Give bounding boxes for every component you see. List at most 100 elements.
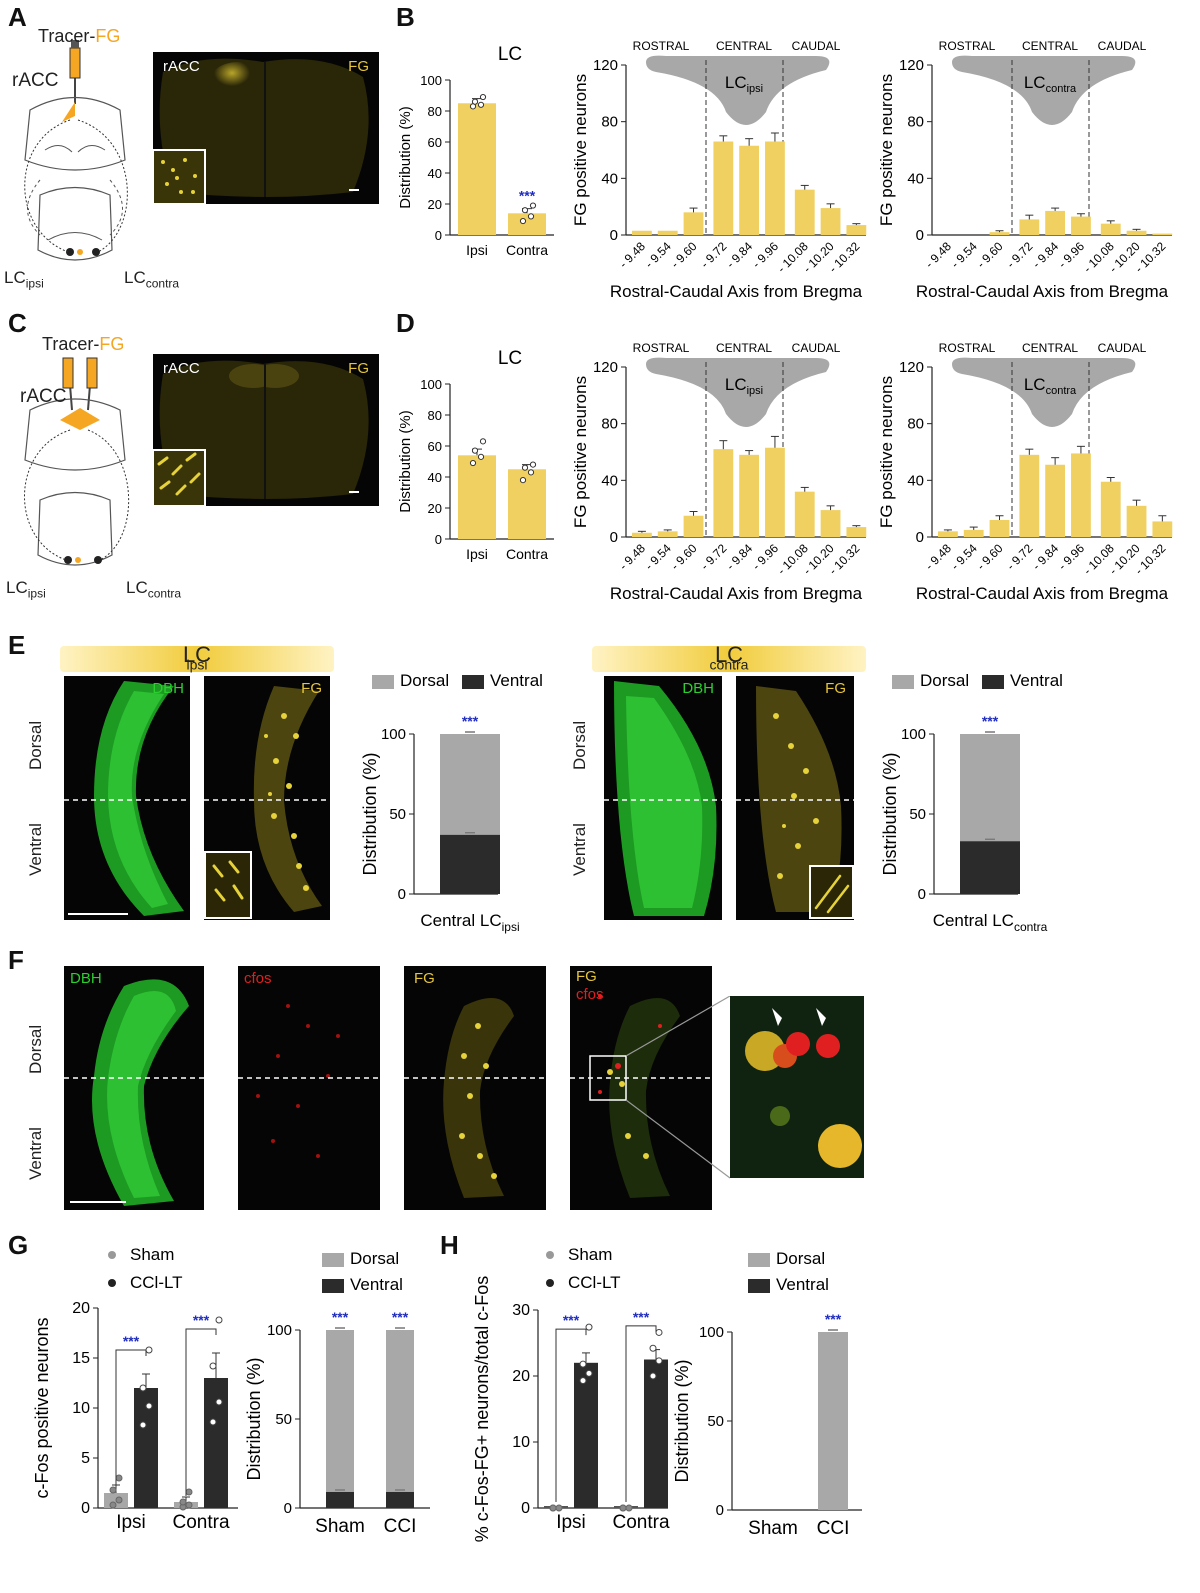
lc-label: LCcontra xyxy=(1024,375,1077,397)
data-point xyxy=(477,453,485,460)
y-tick-label: 100 xyxy=(901,726,926,743)
f-merge-fg-label: FG xyxy=(576,968,597,985)
data-point xyxy=(145,1346,153,1354)
y-tick-label: 5 xyxy=(81,1450,90,1467)
x-tick-label: Ipsi xyxy=(556,1512,586,1533)
x-tick-label: - 9.54 xyxy=(948,239,980,271)
chart-h-distribution: 0 50 100 Distribution (%) Sham *** CCI Dorsal Ve… xyxy=(672,1249,862,1539)
panel-letter-b: B xyxy=(396,2,415,32)
lc-label: LCipsi xyxy=(725,73,763,95)
bar-dorsal xyxy=(326,1330,354,1492)
y-tick-label: 40 xyxy=(907,170,924,187)
y-tick-label: 0 xyxy=(81,1500,90,1517)
y-tick-label: 0 xyxy=(435,228,442,243)
bar-ventral xyxy=(440,834,500,894)
lc-ipsi-label-a: LCipsi xyxy=(4,268,44,291)
x-tick-label: - 9.84 xyxy=(724,239,756,271)
panel-letter-a: A xyxy=(8,2,27,32)
y-tick-label: 0 xyxy=(610,529,618,546)
micrograph-a-image xyxy=(153,58,369,204)
data-point xyxy=(655,1328,663,1336)
f-dbh-drawing xyxy=(64,979,204,1206)
data-point xyxy=(655,1357,663,1365)
lc-contra-label-a: LCcontra xyxy=(124,268,180,291)
y-tick-label: 40 xyxy=(601,472,618,489)
micrograph-c-racc-label: rACC xyxy=(163,360,200,377)
bar-dorsal xyxy=(440,734,500,835)
region-label: CAUDAL xyxy=(792,39,841,53)
lc-contra-label-c: LCcontra xyxy=(126,578,182,601)
data-point xyxy=(519,217,527,225)
x-tick-label: - 9.72 xyxy=(698,541,730,573)
y-tick-label: 80 xyxy=(601,114,618,131)
racc-label-c: rACC xyxy=(20,386,67,407)
data-point xyxy=(555,1504,563,1512)
x-tick-label: Contra xyxy=(506,242,548,258)
bar xyxy=(1100,223,1121,235)
x-tick-label: - 9.48 xyxy=(922,239,954,271)
bar-ventral xyxy=(326,1491,354,1508)
lc-label: LCipsi xyxy=(725,375,763,397)
bar xyxy=(765,447,785,537)
f-merge-cfos-label: cfos xyxy=(576,986,604,1003)
y-tick-label: 15 xyxy=(72,1350,90,1367)
data-point xyxy=(469,459,477,467)
y-tick-label: 80 xyxy=(601,416,618,433)
significance-marker: *** xyxy=(633,1309,650,1325)
legend-label: Sham xyxy=(130,1245,174,1264)
legend-swatch xyxy=(748,1279,770,1293)
significance-bracket xyxy=(555,1328,587,1502)
legend-swatch xyxy=(462,675,484,689)
y-axis-label: Distribution (%) xyxy=(397,106,414,209)
bar xyxy=(644,1359,668,1508)
legend-label: Dorsal xyxy=(920,671,969,690)
lc-silhouette xyxy=(952,357,1136,427)
x-tick-label: - 9.60 xyxy=(668,239,700,271)
e-contra-dbh-drawing xyxy=(604,681,722,916)
e-contra-fg-image: FG xyxy=(736,676,854,920)
data-point xyxy=(579,1377,587,1385)
significance-marker: *** xyxy=(123,1333,140,1349)
legend-label: Dorsal xyxy=(776,1249,825,1268)
bar xyxy=(989,232,1010,235)
bar xyxy=(508,469,546,539)
legend-swatch xyxy=(372,675,394,689)
bar xyxy=(204,1378,228,1508)
region-label: CENTRAL xyxy=(1022,39,1078,53)
y-tick-label: 0 xyxy=(610,227,618,244)
lc-label-main: LC xyxy=(725,73,747,92)
x-tick-label: Ipsi xyxy=(466,242,488,258)
bar xyxy=(1019,454,1040,537)
y-tick-label: 120 xyxy=(899,359,924,376)
data-point xyxy=(115,1474,123,1482)
x-tick-label: - 9.84 xyxy=(1030,541,1062,573)
chart-title: LC xyxy=(498,348,522,369)
bar xyxy=(739,145,760,235)
data-point xyxy=(471,98,479,105)
tracer-label-a: Tracer-FG xyxy=(38,26,121,46)
legend-swatch xyxy=(748,1253,770,1267)
bar xyxy=(739,454,760,537)
bar xyxy=(683,212,704,235)
data-point xyxy=(649,1372,657,1380)
y-tick-label: 100 xyxy=(420,73,442,88)
e-contra-dorsal-label: Dorsal xyxy=(570,720,589,770)
e-contra-fg-drawing xyxy=(736,686,854,919)
bar-dorsal xyxy=(960,734,1020,842)
data-point xyxy=(479,438,487,445)
data-point xyxy=(477,101,485,108)
bar xyxy=(1126,505,1147,537)
y-tick-label: 20 xyxy=(72,1300,90,1317)
lc-label-sub: contra xyxy=(1046,385,1077,397)
data-point xyxy=(529,461,537,468)
x-tick-label: - 9.54 xyxy=(642,541,674,573)
x-axis-label: Rostral-Caudal Axis from Bregma xyxy=(916,584,1169,603)
region-label: CENTRAL xyxy=(1022,341,1078,355)
lc-silhouette xyxy=(952,55,1136,125)
data-point xyxy=(209,1418,217,1426)
f-fg-drawing xyxy=(404,998,546,1198)
region-label: CENTRAL xyxy=(716,39,772,53)
chart-h-percentage: 0 10 20 30 % c-Fos-FG+ neurons/total c-Fos **… xyxy=(472,1245,670,1542)
x-tick-label: - 9.60 xyxy=(974,239,1006,271)
